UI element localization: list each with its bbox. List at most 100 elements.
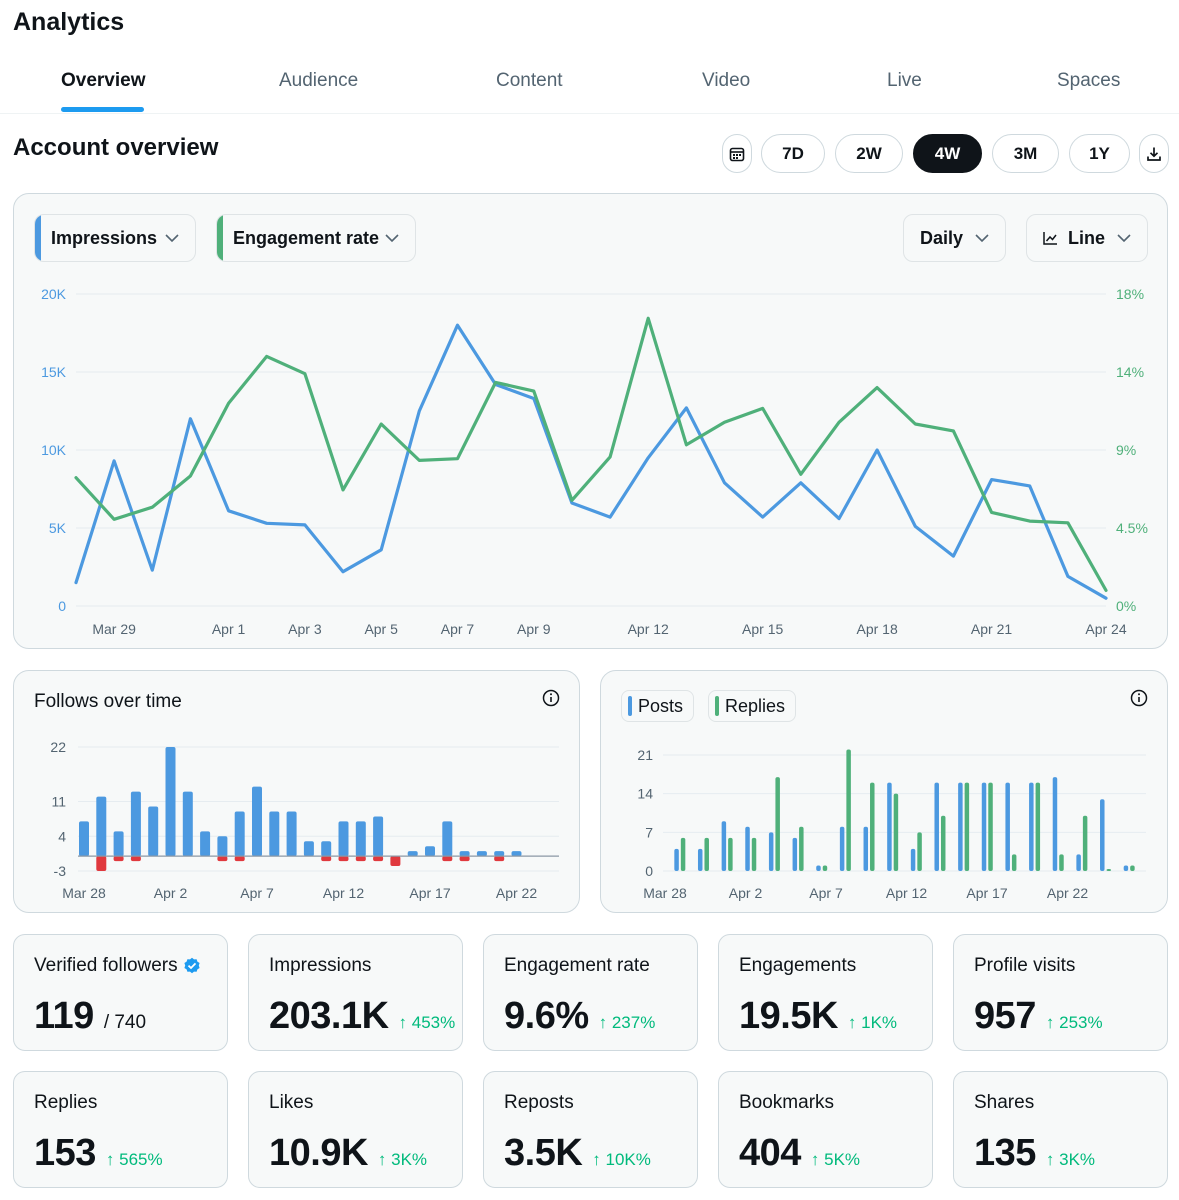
replies-bar xyxy=(775,777,780,871)
x-tick-label: Apr 7 xyxy=(441,621,475,637)
range-1y-button[interactable]: 1Y xyxy=(1069,134,1130,173)
tab-video[interactable]: Video xyxy=(702,70,751,91)
stat-profile-visits[interactable]: Profile visits 957 ↑ 253% xyxy=(953,934,1168,1051)
stat-reposts[interactable]: Reposts 3.5K ↑ 10K% xyxy=(483,1071,698,1188)
range-4w-button[interactable]: 4W xyxy=(913,134,982,173)
tab-bar: Overview Audience Content Video Live Spa… xyxy=(0,58,1179,114)
stat-change: ↑ 453% xyxy=(398,1013,456,1032)
chevron-down-icon xyxy=(385,233,399,242)
main-line-chart: 0 5K 10K 15K 20K 0% 4.5% 9% 14% 18% Mar 29 Apr 1 Apr… xyxy=(41,286,1148,637)
left-metric-dropdown[interactable]: Impressions xyxy=(34,214,196,262)
y-tick-label: 0 xyxy=(645,863,653,879)
section-title: Account overview xyxy=(13,134,219,161)
stat-value: 9.6% xyxy=(504,995,589,1037)
x-tick-label: Apr 22 xyxy=(496,885,537,901)
x-tick-label: Apr 18 xyxy=(856,621,897,637)
stat-value: 3.5K xyxy=(504,1132,583,1174)
stat-value: 203.1K xyxy=(269,995,389,1037)
posts-bar xyxy=(934,782,939,871)
right-metric-dropdown[interactable]: Engagement rate xyxy=(216,214,416,262)
stat-value: 119 xyxy=(34,995,94,1037)
download-button[interactable] xyxy=(1139,134,1169,173)
interval-dropdown[interactable]: Daily xyxy=(903,214,1006,262)
interval-label: Daily xyxy=(920,227,964,248)
stat-value: 10.9K xyxy=(269,1132,368,1174)
replies-bar xyxy=(680,837,686,871)
tab-content[interactable]: Content xyxy=(496,70,563,91)
follow-bar xyxy=(234,811,245,857)
stat-likes[interactable]: Likes 10.9K ↑ 3K% xyxy=(248,1071,463,1188)
stat-engagement-rate[interactable]: Engagement rate 9.6% ↑ 237% xyxy=(483,934,698,1051)
x-tick-label: Apr 12 xyxy=(323,885,364,901)
x-tick-label: Mar 28 xyxy=(62,885,106,901)
x-tick-label: Apr 17 xyxy=(966,885,1007,901)
left-metric-color xyxy=(35,215,41,261)
info-icon[interactable] xyxy=(1130,689,1148,707)
stat-change: ↑ 10K% xyxy=(592,1150,651,1169)
stat-impressions[interactable]: Impressions 203.1K ↑ 453% xyxy=(248,934,463,1051)
legend-posts-label: Posts xyxy=(638,695,684,716)
follow-bar xyxy=(113,831,124,857)
left-metric-label: Impressions xyxy=(51,227,158,248)
legend-posts[interactable]: Posts xyxy=(621,690,695,722)
x-tick-label: Apr 7 xyxy=(240,885,274,901)
range-7d-button[interactable]: 7D xyxy=(761,134,825,173)
info-icon[interactable] xyxy=(542,689,560,707)
follow-bar xyxy=(511,851,522,857)
x-tick-label: Apr 12 xyxy=(628,621,669,637)
stat-verified-followers[interactable]: Verified followers 119 / 740 xyxy=(13,934,228,1051)
posts-bar xyxy=(1052,777,1058,871)
stat-replies[interactable]: Replies 153 ↑ 565% xyxy=(13,1071,228,1188)
stat-engagements[interactable]: Engagements 19.5K ↑ 1K% xyxy=(718,934,933,1051)
follow-bar xyxy=(286,811,297,857)
y-right-tick-label: 18% xyxy=(1116,286,1144,302)
stat-change: ↑ 237% xyxy=(598,1013,656,1032)
stat-label: Shares xyxy=(974,1092,1035,1113)
stat-value: 957 xyxy=(974,995,1036,1037)
stat-change: ↑ 1K% xyxy=(847,1013,898,1032)
x-tick-label: Apr 3 xyxy=(288,621,322,637)
follow-bar xyxy=(269,811,280,857)
right-metric-label: Engagement rate xyxy=(233,227,380,248)
y-tick-label: 7 xyxy=(645,824,653,840)
app-title: Analytics xyxy=(13,8,125,36)
y-right-tick-label: 4.5% xyxy=(1116,520,1148,536)
replies-bar xyxy=(728,837,733,871)
range-3m-button[interactable]: 3M xyxy=(992,134,1059,173)
posts-bar xyxy=(697,848,703,871)
posts-bar xyxy=(981,782,987,871)
stat-bookmarks[interactable]: Bookmarks 404 ↑ 5K% xyxy=(718,1071,933,1188)
replies-bar xyxy=(988,782,993,871)
follow-bar xyxy=(442,821,453,857)
posts-card: Posts Replies 0 7 14 21 Mar 28 Apr 2 Apr 7 Apr … xyxy=(600,670,1168,913)
stat-value: 135 xyxy=(974,1132,1036,1174)
replies-bar xyxy=(1106,869,1112,871)
unfollow-bar xyxy=(373,856,384,862)
follow-bar xyxy=(303,841,314,857)
posts-bar xyxy=(816,865,821,871)
calendar-button[interactable] xyxy=(722,134,752,173)
follow-bar xyxy=(252,786,262,857)
tab-audience[interactable]: Audience xyxy=(279,70,359,91)
unfollow-bar xyxy=(494,856,505,862)
stat-value: 153 xyxy=(34,1132,96,1174)
stat-label: Likes xyxy=(269,1092,314,1113)
y-left-tick-label: 0 xyxy=(58,598,66,614)
posts-bar xyxy=(1123,865,1129,871)
tab-spaces[interactable]: Spaces xyxy=(1057,70,1121,91)
chart-type-dropdown[interactable]: Line xyxy=(1026,214,1148,262)
unfollow-bar xyxy=(442,856,453,862)
stat-shares[interactable]: Shares 135 ↑ 3K% xyxy=(953,1071,1168,1188)
y-right-tick-label: 9% xyxy=(1116,442,1136,458)
y-right-tick-label: 14% xyxy=(1116,364,1144,380)
y-tick-label: 11 xyxy=(51,794,66,810)
x-tick-label: Mar 29 xyxy=(92,621,136,637)
legend-replies[interactable]: Replies xyxy=(708,690,797,722)
range-2w-button[interactable]: 2W xyxy=(835,134,903,173)
tab-overview[interactable]: Overview xyxy=(61,70,146,91)
tab-live[interactable]: Live xyxy=(887,70,922,91)
unfollow-bar xyxy=(459,856,470,862)
follow-bar xyxy=(338,821,349,857)
x-tick-label: Apr 2 xyxy=(729,885,763,901)
posts-bar xyxy=(1029,782,1034,871)
